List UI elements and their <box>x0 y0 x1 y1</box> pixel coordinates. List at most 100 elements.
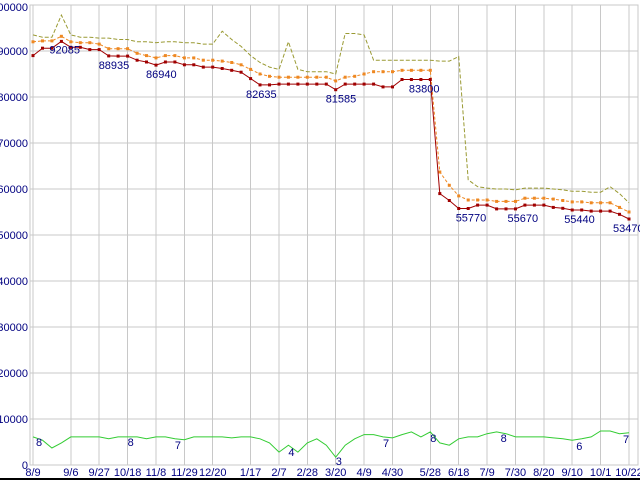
annotation-label: 53470 <box>613 223 640 235</box>
series-marker <box>504 207 508 211</box>
y-axis-label: 100000 <box>0 2 28 14</box>
series-marker <box>372 70 376 74</box>
series-marker <box>334 79 338 83</box>
series-bottom-line <box>32 430 630 459</box>
annotation-label: 4 <box>288 447 294 459</box>
series-marker <box>31 40 35 44</box>
series-marker <box>618 205 621 209</box>
series-marker <box>230 61 234 64</box>
annotation-label: 6 <box>576 441 582 453</box>
series-marker <box>381 70 385 74</box>
series-upper-band <box>32 13 630 204</box>
series-marker <box>145 60 148 64</box>
series-marker <box>268 83 271 87</box>
series-marker <box>542 196 546 200</box>
series-marker <box>97 42 101 46</box>
bottom-border <box>0 478 640 480</box>
series-marker <box>277 82 281 86</box>
series-marker <box>400 78 404 81</box>
series-marker <box>438 170 442 174</box>
series-marker <box>334 88 338 92</box>
series-marker <box>201 58 205 62</box>
y-axis-label: 80000 <box>0 92 28 104</box>
series-marker <box>551 197 555 201</box>
series-marker <box>107 47 111 51</box>
series-marker <box>315 82 319 86</box>
annotation-label: 8 <box>501 433 507 445</box>
series-marker <box>268 74 271 78</box>
series-marker <box>69 45 73 49</box>
series-marker <box>324 75 328 79</box>
series-marker <box>163 60 167 64</box>
series-marker <box>362 82 366 86</box>
series-marker <box>296 75 300 79</box>
series-marker <box>419 78 423 81</box>
series-marker <box>69 40 73 44</box>
series-marker <box>220 67 224 70</box>
x-axis-label: 7/9 <box>479 467 494 479</box>
series-marker <box>116 47 120 51</box>
x-axis-label: 7/30 <box>505 467 526 479</box>
series-marker <box>400 68 404 72</box>
y-axis-label: 90000 <box>0 46 28 58</box>
series-marker <box>126 54 130 58</box>
x-axis-label: 11/29 <box>171 467 198 479</box>
series-marker <box>532 196 536 200</box>
series-marker <box>220 59 224 63</box>
series-marker <box>485 198 489 202</box>
x-axis-label: 8/20 <box>533 467 554 479</box>
series-marker <box>476 203 480 207</box>
annotation-label: 92085 <box>49 44 80 56</box>
annotation-label: 55440 <box>564 214 595 226</box>
series-marker <box>41 39 44 43</box>
annotation-label: 83800 <box>409 84 440 96</box>
series-marker <box>419 68 423 72</box>
y-axis-label: 0 <box>22 460 28 472</box>
series-marker <box>504 199 508 203</box>
series-marker <box>523 196 527 200</box>
series-marker <box>31 54 35 58</box>
annotation-label: 88935 <box>99 60 130 72</box>
x-axis-label: 1/17 <box>240 467 261 479</box>
series-marker <box>466 198 470 202</box>
x-axis-label: 3/20 <box>325 467 346 479</box>
series-marker <box>381 85 385 89</box>
x-axis-label: 12/20 <box>199 467 227 479</box>
series-marker <box>514 199 517 203</box>
x-axis-label: 5/28 <box>420 467 441 479</box>
series-marker <box>107 54 111 58</box>
series-marker <box>296 82 300 86</box>
series-marker <box>551 205 555 209</box>
series-marker <box>580 200 584 204</box>
series-marker <box>192 56 196 60</box>
annotation-label: 55670 <box>508 213 539 225</box>
series-marker <box>230 68 234 72</box>
series-marker <box>163 54 167 58</box>
series-marker <box>41 46 44 50</box>
series-marker <box>315 75 319 79</box>
x-axis-label: 8/9 <box>25 467 40 479</box>
series-marker <box>580 208 584 212</box>
series-marker <box>391 70 394 74</box>
series-marker <box>201 65 205 69</box>
series-marker <box>135 51 139 55</box>
x-axis-label: 10/1 <box>590 467 611 479</box>
series-marker <box>599 201 603 205</box>
y-axis-label: 10000 <box>0 414 28 426</box>
y-axis-label: 60000 <box>0 184 28 196</box>
series-marker <box>305 82 309 86</box>
series-marker <box>466 207 470 210</box>
series-marker <box>485 203 489 207</box>
series-marker <box>154 56 158 60</box>
x-axis-label: 10/18 <box>114 467 142 479</box>
series-marker <box>391 85 394 89</box>
x-axis-label: 6/18 <box>448 467 469 479</box>
series-marker <box>88 48 92 52</box>
series-marker <box>258 83 262 87</box>
series-marker <box>211 58 215 62</box>
series-middle-band <box>32 35 630 213</box>
series-marker <box>570 200 574 204</box>
annotation-label: 55770 <box>456 213 487 225</box>
series-marker <box>343 75 347 79</box>
